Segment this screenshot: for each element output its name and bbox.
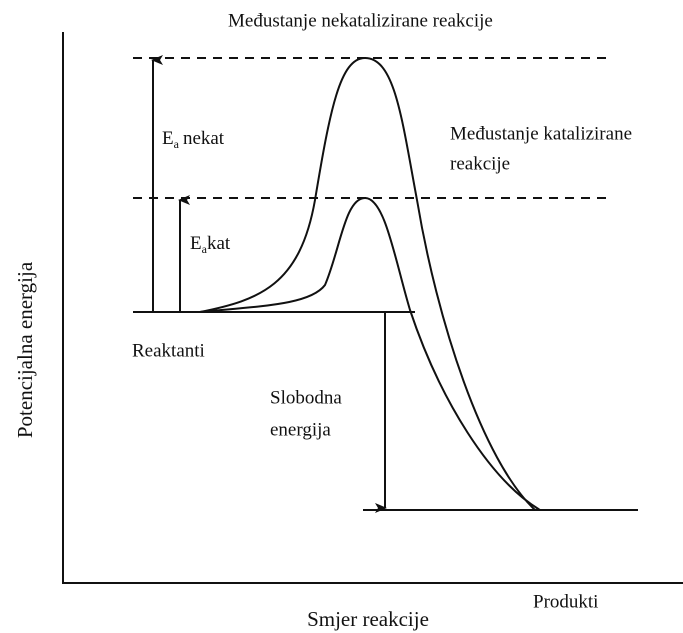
ea-catalyzed-label: Eakat	[190, 233, 231, 255]
ea-uncatalyzed-label: Ea nekat	[162, 128, 225, 150]
free-energy-label: energija	[270, 419, 331, 440]
catalyzed-curve	[199, 196, 541, 511]
x-axis-label: Smjer reakcije	[307, 607, 429, 631]
catalyzed-label: Međustanje katalizirane	[450, 123, 632, 144]
reactants-label: Reaktanti	[132, 340, 205, 361]
y-axis-label: Potencijalna energija	[13, 261, 37, 438]
uncatalyzed-curve	[199, 56, 536, 511]
products-label: Produkti	[533, 591, 598, 612]
free-energy-label: Slobodna	[270, 387, 342, 408]
catalyzed-label: reakcije	[450, 153, 510, 174]
uncatalyzed-label: Međustanje nekatalizirane reakcije	[228, 10, 493, 31]
